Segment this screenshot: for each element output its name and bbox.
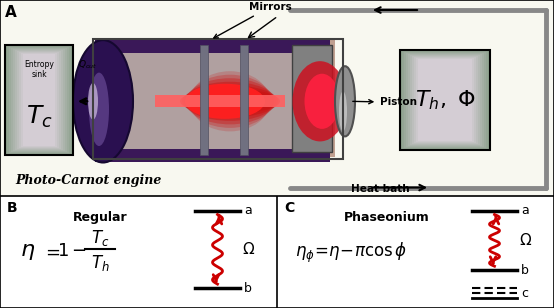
Polygon shape	[95, 40, 330, 96]
Bar	[7, 46, 71, 154]
Text: Photo-Carnot engine: Photo-Carnot engine	[15, 174, 161, 187]
Bar	[17, 51, 61, 149]
Bar	[418, 59, 472, 141]
Bar	[412, 56, 478, 144]
Text: Phaseonium: Phaseonium	[344, 210, 430, 224]
Ellipse shape	[184, 82, 276, 121]
Ellipse shape	[88, 83, 98, 120]
Bar	[402, 51, 488, 149]
Bar	[410, 55, 480, 145]
Ellipse shape	[339, 91, 347, 132]
Bar	[200, 45, 208, 156]
Ellipse shape	[188, 75, 272, 128]
Bar	[100, 40, 335, 157]
Ellipse shape	[190, 71, 270, 132]
Text: $T_h,\ \Phi$: $T_h,\ \Phi$	[414, 88, 475, 112]
Bar	[13, 49, 65, 152]
Ellipse shape	[335, 66, 355, 136]
Text: a: a	[244, 204, 252, 217]
Text: c: c	[521, 286, 528, 300]
Text: $T_h$: $T_h$	[91, 253, 109, 273]
Text: C: C	[284, 201, 294, 215]
Text: $T_c$: $T_c$	[91, 228, 109, 248]
Text: $Q_{out}$: $Q_{out}$	[78, 59, 98, 71]
Bar	[21, 53, 57, 148]
Bar	[406, 53, 484, 148]
Text: Mirrors: Mirrors	[214, 2, 291, 38]
Polygon shape	[105, 53, 325, 149]
Text: $=$: $=$	[42, 242, 60, 260]
Bar	[292, 45, 332, 152]
Bar	[240, 45, 248, 156]
Ellipse shape	[185, 84, 265, 119]
Ellipse shape	[89, 73, 109, 146]
Ellipse shape	[186, 78, 274, 124]
Text: B: B	[7, 201, 18, 215]
Bar	[23, 54, 55, 146]
Bar	[414, 57, 476, 144]
Polygon shape	[95, 106, 330, 163]
Bar	[155, 95, 285, 107]
Bar	[9, 47, 69, 153]
Bar	[404, 52, 486, 148]
Bar	[416, 58, 474, 142]
Text: $\Omega$: $\Omega$	[519, 232, 532, 248]
Bar	[15, 50, 63, 150]
Bar	[19, 52, 59, 148]
Text: b: b	[521, 264, 529, 277]
Bar	[5, 45, 73, 156]
Text: $1-$: $1-$	[57, 242, 87, 260]
Text: $\eta_\phi\!=\!\eta\!-\!\pi\cos\phi$: $\eta_\phi\!=\!\eta\!-\!\pi\cos\phi$	[295, 241, 407, 265]
Text: $\Omega$: $\Omega$	[242, 241, 255, 257]
Bar	[400, 50, 490, 150]
Text: Entropy
sink: Entropy sink	[24, 60, 54, 79]
Text: A: A	[5, 5, 17, 20]
Text: $\eta$: $\eta$	[20, 240, 35, 262]
Ellipse shape	[182, 85, 278, 117]
Bar	[408, 54, 482, 146]
Bar	[400, 50, 490, 150]
Ellipse shape	[73, 40, 133, 163]
Ellipse shape	[180, 89, 280, 114]
Ellipse shape	[293, 61, 347, 141]
Text: a: a	[521, 204, 529, 217]
Text: Piston: Piston	[353, 97, 417, 107]
Text: Regular: Regular	[73, 210, 127, 224]
Bar	[11, 48, 67, 152]
Text: $T_c$: $T_c$	[25, 104, 52, 130]
Ellipse shape	[305, 74, 340, 129]
Text: b: b	[244, 282, 252, 295]
Bar	[5, 45, 73, 156]
Text: Heat bath: Heat bath	[351, 184, 409, 193]
Bar	[93, 39, 343, 160]
